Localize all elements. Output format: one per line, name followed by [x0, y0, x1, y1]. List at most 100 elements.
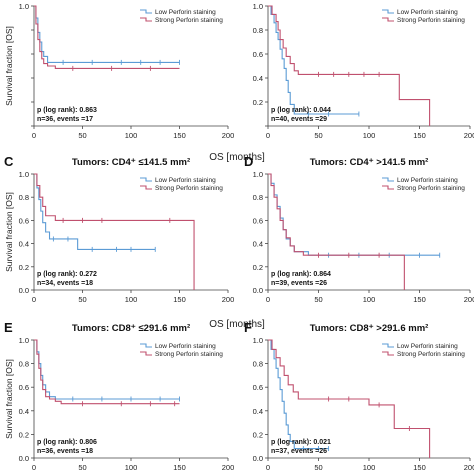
- y-tick-label: 0.8: [19, 360, 29, 369]
- x-tick-label: 200: [464, 463, 474, 472]
- legend-swatch-low: [140, 177, 152, 182]
- legend-swatch-low: [140, 9, 152, 14]
- legend-label-low: Low Perforin staining: [155, 177, 216, 184]
- n-events-label: n=37, events =26: [271, 448, 327, 455]
- y-tick-label: 0.6: [253, 383, 263, 392]
- legend-swatch-low: [382, 177, 394, 182]
- panel-title: Tumors: CD8⁺ ≤291.6 mm²: [72, 323, 190, 334]
- y-tick-label: 0.2: [253, 98, 263, 107]
- panel-letter: E: [4, 320, 13, 335]
- km-curve-low: [34, 173, 156, 250]
- y-tick-label: 0.8: [253, 193, 263, 202]
- km-curve-low: [268, 5, 359, 115]
- y-tick-label: 1.0: [19, 170, 29, 179]
- y-tick-label: 0.2: [19, 430, 29, 439]
- legend-swatch-low: [382, 9, 394, 14]
- km-curve-low: [34, 5, 180, 63]
- legend-label-strong: Strong Perforin staining: [397, 17, 465, 24]
- x-tick-label: 0: [32, 295, 36, 304]
- x-tick-label: 200: [464, 131, 474, 140]
- legend-swatch-low: [140, 343, 152, 348]
- panel-letter: F: [244, 320, 252, 335]
- y-tick-label: 1.0: [19, 2, 29, 11]
- y-tick-label: 0.0: [253, 286, 263, 295]
- n-events-label: n=36, events =17: [37, 116, 93, 123]
- y-tick-label: 0.8: [19, 193, 29, 202]
- km-curve-low: [268, 339, 329, 450]
- x-tick-label: 100: [125, 463, 138, 472]
- y-tick-label: 0.2: [253, 263, 263, 272]
- km-curve-strong: [34, 173, 195, 290]
- x-tick-label: 50: [78, 131, 86, 140]
- x-tick-label: 50: [78, 295, 86, 304]
- km-panel-c: C Tumors: CD4⁺ ≤141.5 mm² 0.0 0.2 0.4 0.6 0.8 1…: [4, 154, 234, 304]
- p-value-label: p (log rank): 0.272: [37, 271, 97, 278]
- p-value-label: p (log rank): 0.021: [271, 439, 331, 446]
- panel-title: Tumors: CD8⁺ >291.6 mm²: [310, 323, 429, 334]
- y-axis-label: Survival fraction [OS]: [4, 359, 14, 439]
- shared-x-axis-label-middle: OS [months]: [209, 319, 265, 330]
- x-tick-label: 0: [266, 295, 270, 304]
- y-tick-label: 1.0: [19, 336, 29, 345]
- km-curve-strong: [34, 5, 180, 69]
- x-tick-label: 100: [125, 295, 138, 304]
- y-tick-label: 0.0: [253, 454, 263, 463]
- panel-letter: C: [4, 154, 14, 169]
- x-tick-label: 100: [363, 463, 376, 472]
- x-tick-label: 200: [222, 463, 235, 472]
- y-tick-label: 0.4: [19, 407, 29, 416]
- legend-label-low: Low Perforin staining: [155, 9, 216, 16]
- legend-label-low: Low Perforin staining: [397, 9, 458, 16]
- x-tick-label: 0: [32, 131, 36, 140]
- legend-label-low: Low Perforin staining: [397, 177, 458, 184]
- p-value-label: p (log rank): 0.044: [271, 107, 331, 114]
- x-tick-label: 0: [32, 463, 36, 472]
- legend-label-low: Low Perforin staining: [397, 343, 458, 350]
- km-panel-b: 0.2 0.4 0.6 0.8 1.0 0 50 100 150 200 Low Perforin …: [253, 2, 474, 140]
- x-tick-label: 50: [78, 463, 86, 472]
- panel-letter: D: [244, 154, 253, 169]
- x-tick-label: 50: [314, 131, 322, 140]
- legend-swatch-strong: [382, 351, 394, 356]
- x-tick-label: 100: [363, 131, 376, 140]
- y-tick-label: 1.0: [253, 170, 263, 179]
- x-tick-label: 200: [222, 131, 235, 140]
- x-tick-label: 50: [314, 295, 322, 304]
- x-tick-label: 0: [266, 463, 270, 472]
- y-tick-label: 0.6: [253, 50, 263, 59]
- x-tick-label: 150: [413, 463, 426, 472]
- y-tick-label: 0.4: [19, 240, 29, 249]
- legend-swatch-strong: [382, 185, 394, 190]
- y-tick-label: 0.8: [253, 360, 263, 369]
- p-value-label: p (log rank): 0.806: [37, 439, 97, 446]
- y-tick-label: 1.0: [253, 336, 263, 345]
- x-tick-label: 100: [363, 295, 376, 304]
- x-tick-label: 150: [173, 131, 186, 140]
- x-tick-label: 100: [125, 131, 138, 140]
- legend-label-strong: Strong Perforin staining: [155, 185, 223, 192]
- x-tick-label: 0: [266, 131, 270, 140]
- km-panel-d: D Tumors: CD4⁺ >141.5 mm² 0.0 0.2 0.4 0.6 0.8 1…: [244, 154, 474, 304]
- x-tick-label: 150: [173, 463, 186, 472]
- legend-swatch-strong: [382, 17, 394, 22]
- km-panel-a: 1.0 0 50 100 150 200 Survival fraction [OS] Low…: [4, 2, 234, 140]
- x-tick-label: 200: [464, 295, 474, 304]
- y-tick-label: 0.4: [253, 240, 263, 249]
- n-events-label: n=34, events =18: [37, 280, 93, 287]
- km-panel-e: E Tumors: CD8⁺ ≤291.6 mm² 0.0 0.2 0.4 0.6 0.8 1…: [4, 320, 234, 472]
- km-curve-strong: [34, 339, 180, 405]
- y-tick-label: 0.8: [253, 26, 263, 35]
- x-tick-label: 150: [173, 295, 186, 304]
- km-curve-strong: [268, 339, 431, 458]
- legend-label-strong: Strong Perforin staining: [397, 185, 465, 192]
- y-tick-label: 0.6: [19, 383, 29, 392]
- km-panel-f: F Tumors: CD8⁺ >291.6 mm² 0.0 0.2 0.4 0.6 0.8 1…: [244, 320, 474, 472]
- legend-label-strong: Strong Perforin staining: [397, 351, 465, 358]
- y-tick-label: 0.0: [19, 286, 29, 295]
- y-tick-label: 0.4: [253, 407, 263, 416]
- x-tick-label: 150: [413, 131, 426, 140]
- y-tick-label: 1.0: [253, 2, 263, 11]
- p-value-label: p (log rank): 0.863: [37, 107, 97, 114]
- legend-label-strong: Strong Perforin staining: [155, 17, 223, 24]
